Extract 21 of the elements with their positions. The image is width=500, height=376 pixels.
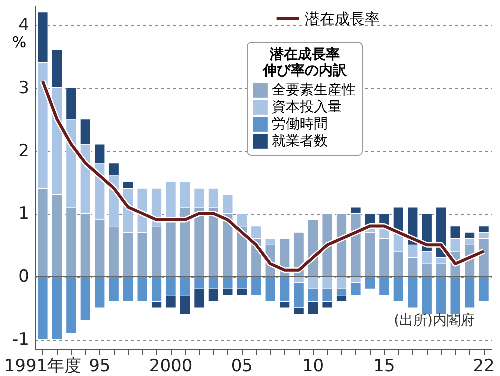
x-tick-label: 1991年度: [4, 356, 82, 376]
x-tick-label: 95: [89, 356, 111, 376]
legend-label: 全要素生産性: [272, 82, 356, 98]
y-tick-label: 1: [18, 204, 30, 224]
y-tick-label: 4: [18, 15, 30, 36]
x-tick-label: 15: [374, 356, 396, 376]
y-tick-label: 0: [18, 267, 30, 288]
annotation: (出所)内閣府: [394, 313, 475, 329]
legend-title: 潜在成長率伸び率の内訳: [262, 46, 348, 79]
y-tick-label: 3: [18, 78, 30, 98]
legend-label: 労働時間: [272, 116, 328, 132]
y-axis-title: %: [12, 34, 27, 52]
x-tick-label: 2000: [149, 356, 193, 376]
legend-label: 資本投入量: [272, 100, 342, 116]
legend-label: 就業者数: [272, 134, 328, 150]
legend-label: 潜在成長率: [305, 10, 380, 28]
y-tick-label: -1: [12, 330, 30, 350]
x-tick-label: 10: [302, 356, 324, 376]
x-tick-label: 05: [231, 356, 253, 376]
y-tick-label: 2: [18, 141, 30, 162]
x-tick-label: 22: [473, 356, 495, 376]
